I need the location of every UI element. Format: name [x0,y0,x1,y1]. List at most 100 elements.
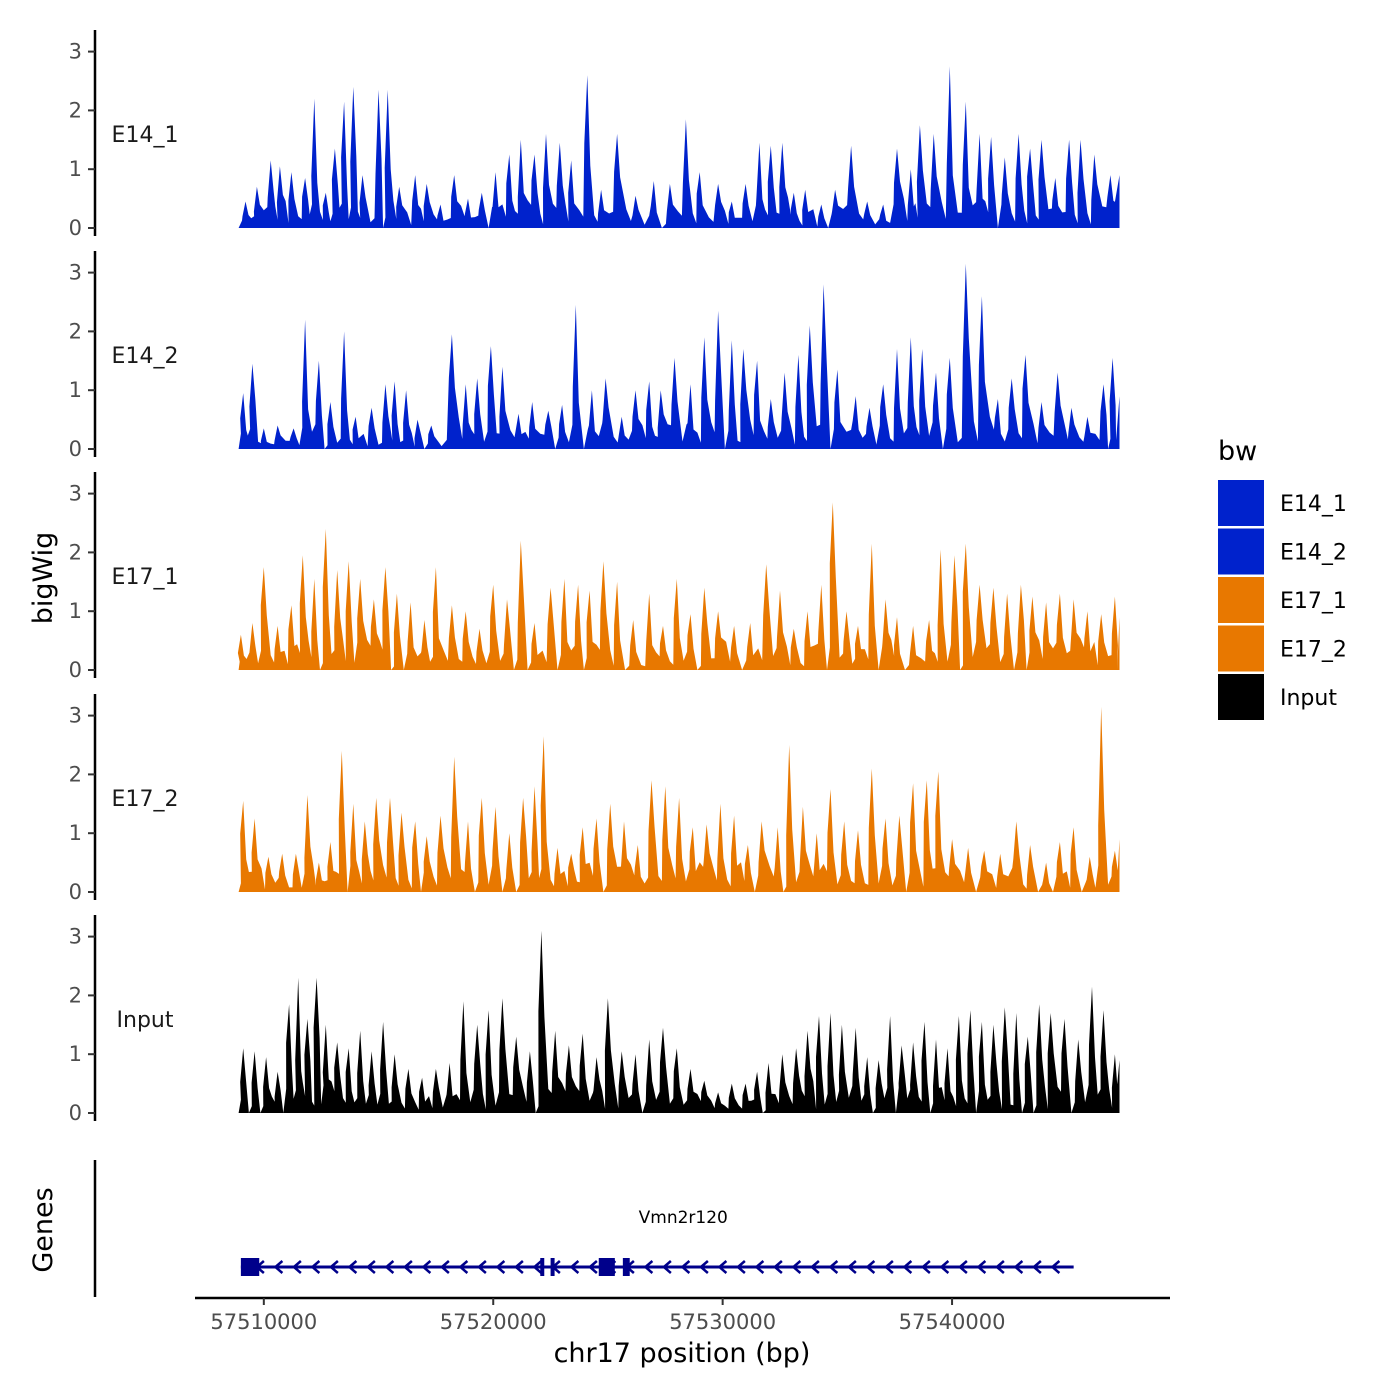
strand-arrow [698,1260,709,1274]
y-tick-label: 0 [69,1101,82,1125]
track-label: E14_1 [112,123,179,148]
strand-arrow [1013,1260,1024,1274]
strand-arrow [476,1260,487,1274]
signal-area-E14_1 [238,66,1120,228]
strand-arrow [846,1260,857,1274]
y-tick-label: 1 [69,821,82,845]
track-label: E14_2 [112,344,179,369]
y-tick-label: 0 [69,880,82,904]
y-tick-label: 1 [69,378,82,402]
strand-arrow [291,1260,302,1274]
strand-arrow [994,1260,1005,1274]
y-tick-label: 2 [69,540,82,564]
strand-arrow [328,1260,339,1274]
y-axis-title: bigWig [28,532,59,625]
gene-track: Vmn2r120 [93,1160,1074,1297]
strand-arrow [365,1260,376,1274]
y-tick-label: 3 [69,704,82,728]
strand-arrow [439,1260,450,1274]
y-tick-label: 1 [69,599,82,623]
y-tick-label: 1 [69,157,82,181]
strand-arrow [532,1260,543,1274]
legend-swatch [1218,625,1264,672]
signal-area-E17_1 [237,502,1120,670]
legend-swatch [1218,480,1264,526]
legend-label: E17_1 [1280,589,1347,614]
legend-label: Input [1280,686,1337,711]
y-tick-label: 3 [69,261,82,285]
legend-item-Input: Input [1218,674,1337,720]
signal-area-E17_2 [238,706,1120,892]
legend-item-E14_2: E14_2 [1218,528,1347,575]
strand-arrow [920,1260,931,1274]
legend-item-E17_1: E17_1 [1218,577,1347,623]
legend-item-E17_2: E17_2 [1218,625,1347,672]
strand-arrow [661,1260,672,1274]
strand-arrow [735,1260,746,1274]
strand-arrow [680,1260,691,1274]
strand-arrow [1050,1260,1061,1274]
legend-item-E14_1: E14_1 [1218,480,1347,526]
legend-label: E17_2 [1280,638,1347,663]
strand-arrow [569,1260,580,1274]
strand-arrow [957,1260,968,1274]
y-tick-label: 3 [69,925,82,949]
strand-arrow [513,1260,524,1274]
strand-arrow [310,1260,321,1274]
strand-arrow [902,1260,913,1274]
legend-swatch [1218,577,1264,623]
strand-arrow [976,1260,987,1274]
y-tick-label: 2 [69,983,82,1007]
y-tick-label: 2 [69,98,82,122]
y-tick-label: 0 [69,437,82,461]
strand-arrow [828,1260,839,1274]
strand-arrow [495,1260,506,1274]
strand-arrow [347,1260,358,1274]
strand-arrow [717,1260,728,1274]
x-tick-label: 57540000 [899,1310,1006,1334]
strand-arrow [865,1260,876,1274]
x-tick-label: 57510000 [210,1310,317,1334]
strand-arrow [384,1260,395,1274]
gene-exon [240,1258,260,1276]
strand-arrow [587,1260,598,1274]
strand-arrow [809,1260,820,1274]
strand-arrow [1031,1260,1042,1274]
x-axis: 57510000 57520000 57530000 57540000 [195,1296,1170,1334]
legend-label: E14_1 [1280,492,1347,517]
genes-axis-title: Genes [28,1187,59,1272]
legend: bw E14_1 E14_2 E17_1 E17_2 Input [1218,436,1347,720]
legend-label: E14_2 [1280,541,1347,566]
y-tick-label: 0 [69,216,82,240]
gene-exon [540,1258,545,1276]
track-E17_1: 0 1 2 3 E17_1 [69,472,1120,682]
legend-title: bw [1218,436,1257,467]
legend-swatch [1218,674,1264,720]
strand-arrow [754,1260,765,1274]
strand-arrow [643,1260,654,1274]
signal-area-E14_2 [238,263,1120,449]
legend-swatch [1218,528,1264,575]
y-tick-label: 1 [69,1042,82,1066]
track-label: E17_1 [112,565,179,590]
strand-arrow [939,1260,950,1274]
strand-arrow [402,1260,413,1274]
track-E14_2: 0 1 2 3 E14_2 [69,251,1120,461]
signal-tracks: 0 1 2 3 E14_1 0 1 2 3 E14_2 0 1 2 3 E17_1 0 1 2 3 E17_2 0 1 2 3… [69,30,1120,1125]
y-tick-label: 2 [69,762,82,786]
track-label: Input [117,1008,174,1033]
track-Input: 0 1 2 3 Input [69,915,1120,1125]
y-tick-label: 2 [69,319,82,343]
y-tick-label: 3 [69,40,82,64]
track-E14_1: 0 1 2 3 E14_1 [69,30,1120,240]
strand-arrow [883,1260,894,1274]
y-tick-label: 0 [69,658,82,682]
y-tick-label: 3 [69,482,82,506]
strand-arrow [791,1260,802,1274]
x-axis-title: chr17 position (bp) [554,1338,811,1369]
strand-arrow [273,1260,284,1274]
track-E17_2: 0 1 2 3 E17_2 [69,694,1120,904]
gene-exon [622,1258,630,1276]
gene-label: Vmn2r120 [639,1208,728,1228]
